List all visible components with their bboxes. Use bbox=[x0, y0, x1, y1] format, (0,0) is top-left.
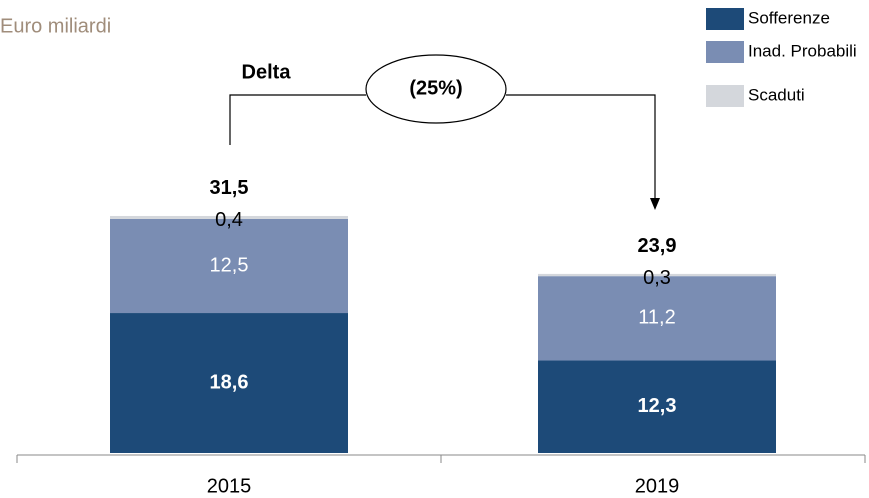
total-label: 31,5 bbox=[210, 177, 249, 199]
delta-label: (25%) bbox=[409, 77, 462, 99]
x-tick-label: 2015 bbox=[207, 475, 252, 497]
value-label: 12,3 bbox=[638, 395, 677, 417]
value-label: 12,5 bbox=[210, 254, 249, 276]
delta-ellipse bbox=[365, 54, 507, 124]
legend-label: Sofferenze bbox=[748, 8, 830, 27]
value-label: 18,6 bbox=[210, 371, 249, 393]
annotation-label: Delta bbox=[242, 61, 292, 83]
connector bbox=[506, 94, 656, 200]
bar-segment bbox=[110, 215, 348, 219]
value-label: 0,4 bbox=[215, 209, 243, 231]
legend-swatch bbox=[706, 41, 744, 63]
bar-segment bbox=[538, 276, 776, 361]
value-label: 0,3 bbox=[643, 267, 671, 289]
legend-label: Scaduti bbox=[748, 85, 805, 104]
value-label: 11,2 bbox=[638, 307, 675, 329]
total-label: 23,9 bbox=[638, 235, 677, 257]
legend-swatch bbox=[706, 85, 744, 107]
x-tick-label: 2019 bbox=[635, 475, 680, 497]
legend-swatch bbox=[706, 8, 744, 30]
legend-label: Inad. Probabili bbox=[748, 41, 857, 60]
connector bbox=[229, 94, 366, 145]
bar-segment bbox=[110, 313, 348, 453]
bar-segment bbox=[538, 273, 776, 277]
chart-subtitle: Euro miliardi bbox=[0, 15, 111, 37]
bar-segment bbox=[110, 218, 348, 314]
arrow-head bbox=[650, 198, 660, 210]
bar-segment bbox=[538, 360, 776, 453]
